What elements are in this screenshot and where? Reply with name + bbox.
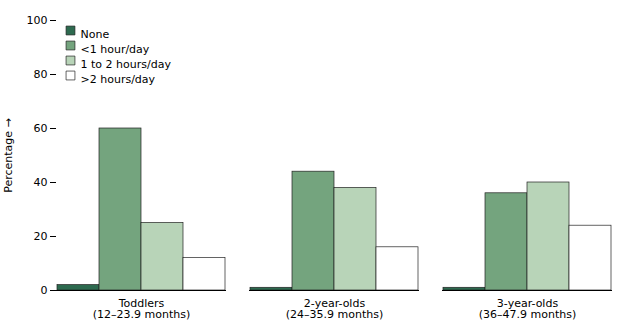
- svg-text:Toddlers(12–23.9 months): Toddlers(12–23.9 months): [93, 297, 191, 321]
- svg-text:1 to 2 hours/day: 1 to 2 hours/day: [81, 58, 172, 71]
- svg-text:40: 40: [34, 176, 48, 189]
- svg-text:<1 hour/day: <1 hour/day: [81, 43, 150, 56]
- svg-text:Percentage →: Percentage →: [2, 118, 15, 193]
- svg-text:100: 100: [27, 14, 48, 27]
- svg-text:2-year-olds(24–35.9 months): 2-year-olds(24–35.9 months): [286, 297, 384, 321]
- svg-text:>2 hours/day: >2 hours/day: [81, 73, 156, 86]
- svg-text:60: 60: [34, 122, 48, 135]
- svg-text:3-year-olds(36–47.9 months): 3-year-olds(36–47.9 months): [479, 297, 577, 321]
- svg-text:80: 80: [34, 68, 48, 81]
- svg-text:20: 20: [34, 230, 48, 243]
- svg-text:None: None: [81, 28, 110, 41]
- svg-text:0: 0: [41, 284, 48, 297]
